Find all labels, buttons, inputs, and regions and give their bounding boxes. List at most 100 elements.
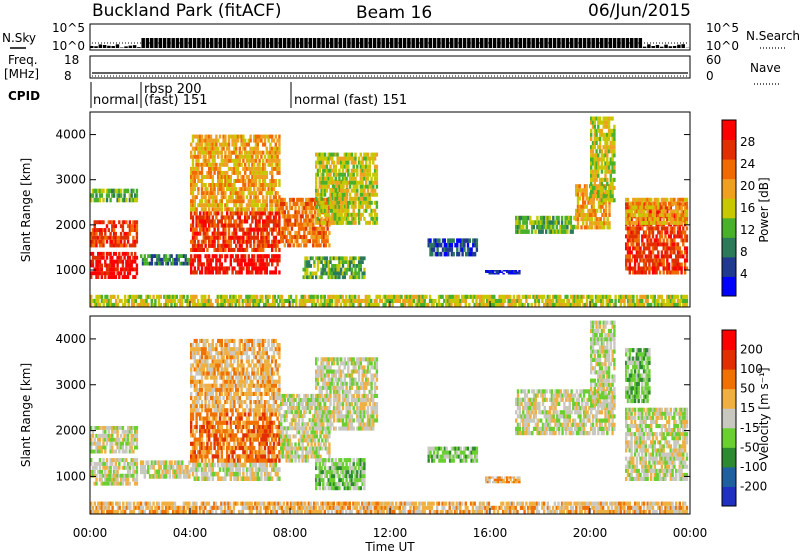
- heatmap-cell: [147, 303, 149, 307]
- heatmap-cell: [201, 244, 203, 248]
- heatmap-cell: [606, 182, 608, 186]
- heatmap-cell: [228, 143, 230, 147]
- heatmap-cell: [363, 272, 365, 276]
- heatmap-cell: [125, 458, 127, 462]
- heatmap-cell: [310, 264, 312, 268]
- heatmap-cell: [224, 135, 226, 139]
- heatmap-cell: [501, 272, 503, 274]
- heatmap-cell: [664, 234, 666, 238]
- heatmap-cell: [335, 165, 337, 169]
- heatmap-cell: [600, 217, 602, 221]
- heatmap-cell: [118, 466, 120, 470]
- heatmap-cell: [596, 209, 598, 213]
- heatmap-cell: [271, 171, 273, 175]
- heatmap-cell: [344, 275, 346, 279]
- heatmap-cell: [275, 143, 277, 147]
- heatmap-cell: [566, 295, 568, 299]
- heatmap-cell: [260, 191, 262, 195]
- heatmap-cell: [335, 189, 337, 193]
- heatmap-cell: [273, 139, 275, 143]
- heatmap-cell: [267, 262, 269, 266]
- nsky-bar: [647, 44, 651, 48]
- heatmap-cell: [269, 143, 271, 147]
- heatmap-cell: [257, 143, 259, 147]
- heatmap-cell: [347, 217, 349, 221]
- heatmap-cell: [215, 195, 217, 199]
- heatmap-cell: [120, 271, 122, 275]
- heatmap-cell: [213, 187, 215, 191]
- heatmap-cell: [120, 189, 122, 194]
- heatmap-cell: [671, 213, 673, 217]
- heatmap-cell: [376, 217, 378, 221]
- heatmap-cell: [335, 169, 337, 173]
- heatmap-cell: [215, 262, 217, 266]
- heatmap-cell: [267, 299, 269, 303]
- heatmap-cell: [542, 229, 544, 234]
- heatmap-cell: [170, 254, 172, 258]
- heatmap-cell: [95, 474, 97, 478]
- heatmap-cell: [328, 243, 330, 247]
- heatmap-cell: [136, 193, 138, 198]
- heatmap-cell: [325, 243, 327, 247]
- heatmap-cell: [109, 232, 111, 236]
- heatmap-cell: [228, 139, 230, 143]
- heatmap-cell: [304, 295, 306, 299]
- heatmap-cell: [638, 234, 640, 238]
- heatmap-cell: [123, 193, 125, 198]
- heatmap-cell: [360, 268, 362, 272]
- heatmap-cell: [463, 247, 465, 252]
- heatmap-cell: [120, 299, 122, 303]
- heatmap-cell: [264, 179, 266, 183]
- heatmap-cell: [136, 240, 138, 244]
- heatmap-cell: [287, 210, 289, 214]
- heatmap-cell: [221, 211, 223, 215]
- heatmap-cell: [267, 139, 269, 143]
- heatmap-cell: [217, 139, 219, 143]
- heatmap-cell: [338, 181, 340, 185]
- heatmap-cell: [278, 258, 280, 262]
- heatmap-cell: [559, 295, 561, 299]
- heatmap-cell: [561, 216, 563, 221]
- heatmap-cell: [376, 213, 378, 217]
- heatmap-cell: [354, 153, 356, 157]
- heatmap-cell: [577, 192, 579, 196]
- heatmap-cell: [267, 236, 269, 240]
- heatmap-cell: [249, 187, 251, 191]
- heatmap-cell: [291, 239, 293, 243]
- heatmap-cell: [613, 161, 615, 165]
- heatmap-cell: [278, 163, 280, 167]
- heatmap-cell: [248, 266, 250, 270]
- heatmap-cell: [552, 216, 554, 221]
- heatmap-cell: [136, 264, 138, 268]
- heatmap-cell: [219, 135, 221, 139]
- heatmap-cell: [345, 193, 347, 197]
- heatmap-cell: [328, 213, 330, 217]
- heatmap-cell: [476, 243, 478, 248]
- heatmap-cell: [425, 295, 427, 299]
- heatmap-cell: [136, 478, 138, 482]
- heatmap-cell: [123, 256, 125, 260]
- nsky-label: N.Sky: [2, 31, 36, 45]
- heatmap-cell: [326, 189, 328, 193]
- nsky-bar: [574, 38, 578, 48]
- nsky-bar: [510, 38, 514, 48]
- heatmap-cell: [197, 266, 199, 270]
- heatmap-cell: [106, 198, 108, 203]
- heatmap-cell: [228, 232, 230, 236]
- heatmap-cell: [226, 171, 228, 175]
- heatmap-cell: [136, 236, 138, 240]
- heatmap-cell: [376, 181, 378, 185]
- heatmap-cell: [109, 198, 111, 203]
- heatmap-cell: [242, 236, 244, 240]
- heatmap-cell: [360, 264, 362, 268]
- heatmap-cell: [424, 299, 426, 303]
- heatmap-cell: [231, 270, 233, 274]
- heatmap-cell: [315, 165, 317, 169]
- heatmap-cell: [195, 295, 197, 299]
- heatmap-cell: [242, 175, 244, 179]
- heatmap-cell: [400, 295, 402, 299]
- heatmap-cell: [129, 470, 131, 474]
- heatmap-cell: [181, 303, 183, 307]
- heatmap-cell: [201, 266, 203, 270]
- heatmap-cell: [224, 248, 226, 252]
